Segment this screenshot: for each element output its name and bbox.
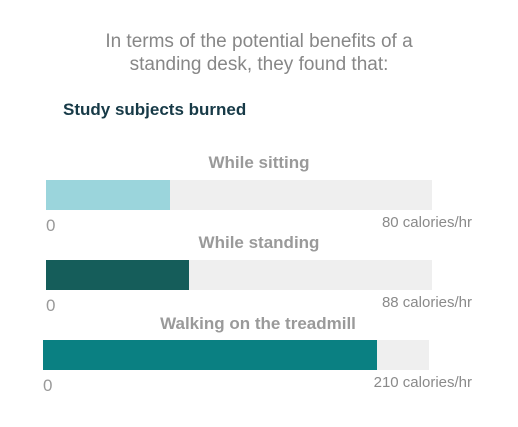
bar-track-sitting	[46, 180, 432, 210]
bar-fill-standing	[46, 260, 189, 290]
bar-track-standing	[46, 260, 432, 290]
bar-label-standing: While standing	[198, 233, 320, 252]
bar-min-label-standing: 0	[46, 296, 56, 315]
intro-line-1: In terms of the potential benefits of a	[105, 31, 413, 52]
bar-label-sitting: While sitting	[208, 153, 310, 172]
bar-max-label-treadmill: 210 calories/hr	[373, 374, 472, 391]
bar-fill-treadmill	[43, 340, 377, 370]
bar-min-label-sitting: 0	[46, 216, 56, 235]
intro-text: In terms of the potential benefits of a …	[0, 30, 518, 76]
bar-fill-sitting	[46, 180, 170, 210]
bar-track-treadmill	[43, 340, 429, 370]
intro-line-2: standing desk, they found that:	[129, 54, 389, 75]
bar-min-label-treadmill: 0	[43, 376, 53, 395]
bar-label-treadmill: Walking on the treadmill	[160, 314, 356, 333]
bar-max-label-sitting: 80 calories/hr	[381, 214, 472, 231]
chart-heading: Study subjects burned	[63, 100, 247, 119]
bar-max-label-standing: 88 calories/hr	[381, 294, 472, 311]
